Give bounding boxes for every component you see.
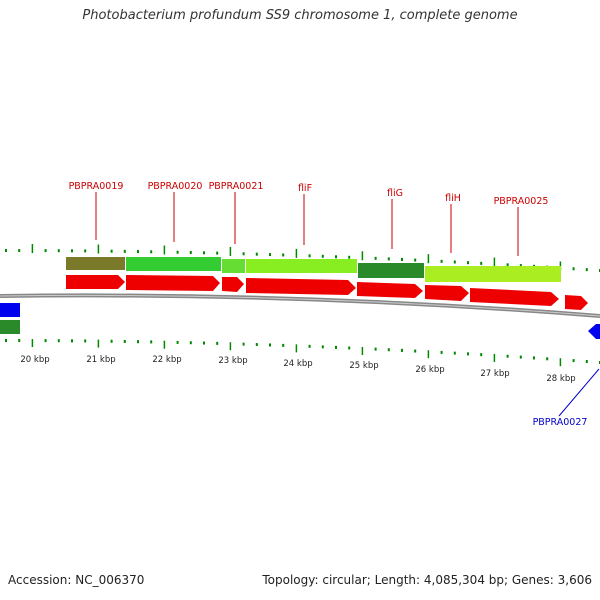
kbp-label: 21 kbp (86, 355, 115, 365)
gene-label-pbpra0019[interactable]: PBPRA0019 (69, 181, 124, 192)
reverse-genes (0, 303, 600, 339)
tick-rows (5, 244, 600, 367)
feature-bar-left-edge[interactable] (0, 320, 20, 334)
gene-arrow-next[interactable] (565, 295, 588, 310)
pointer-pbpra0027 (558, 368, 600, 417)
feature-bar-pbpra0020[interactable] (126, 257, 221, 271)
gene-arrow-flih[interactable] (425, 285, 469, 301)
gene-label-flig[interactable]: fliG (387, 188, 403, 199)
kbp-label: 28 kbp (546, 374, 575, 384)
gene-labels: PBPRA0019 PBPRA0020 PBPRA0021 fliF fliG … (69, 181, 588, 428)
feature-bar-flif[interactable] (246, 259, 357, 273)
kbp-label: 27 kbp (480, 369, 509, 379)
gene-label-pbpra0020[interactable]: PBPRA0020 (148, 181, 203, 192)
kbp-label: 24 kbp (283, 359, 312, 369)
gene-arrow-pbpra0027[interactable] (588, 324, 600, 339)
gene-label-pbpra0025[interactable]: PBPRA0025 (494, 196, 549, 207)
kbp-label: 20 kbp (20, 355, 49, 365)
gene-arrow-flig[interactable] (357, 282, 423, 298)
feature-bar-pbpra0019[interactable] (66, 257, 125, 270)
gene-arrow-flif[interactable] (246, 278, 356, 295)
gene-arrow-pbpra0021[interactable] (222, 277, 244, 292)
kbp-label: 25 kbp (349, 361, 378, 371)
feature-track (0, 257, 561, 334)
label-pointers (95, 192, 600, 417)
map-title: Photobacterium profundum SS9 chromosome … (82, 8, 518, 23)
gene-label-pbpra0021[interactable]: PBPRA0021 (209, 181, 264, 192)
feature-bar-flih[interactable] (425, 266, 561, 282)
gene-arrow-pbpra0025[interactable] (470, 288, 559, 306)
accession-label: Accession: NC_006370 (8, 573, 145, 587)
gene-label-flif[interactable]: fliF (298, 183, 312, 194)
gene-label-pbpra0027[interactable]: PBPRA0027 (533, 417, 588, 428)
backbone-highlight (0, 294, 600, 317)
gene-arrow-reverse-left[interactable] (0, 303, 20, 317)
feature-bar-pbpra0021[interactable] (222, 259, 245, 273)
forward-genes (66, 275, 588, 310)
gene-arrow-pbpra0020[interactable] (126, 275, 220, 291)
gene-label-flih[interactable]: fliH (445, 193, 461, 204)
gene-arrow-pbpra0019[interactable] (66, 275, 125, 289)
kbp-label: 22 kbp (152, 355, 181, 365)
kbp-label: 26 kbp (415, 365, 444, 375)
feature-bar-flig[interactable] (358, 263, 424, 278)
genome-summary: Topology: circular; Length: 4,085,304 bp… (262, 573, 592, 587)
kbp-label: 23 kbp (218, 356, 247, 366)
kbp-labels: 20 kbp 21 kbp 22 kbp 23 kbp 24 kbp 25 kb… (20, 355, 575, 384)
